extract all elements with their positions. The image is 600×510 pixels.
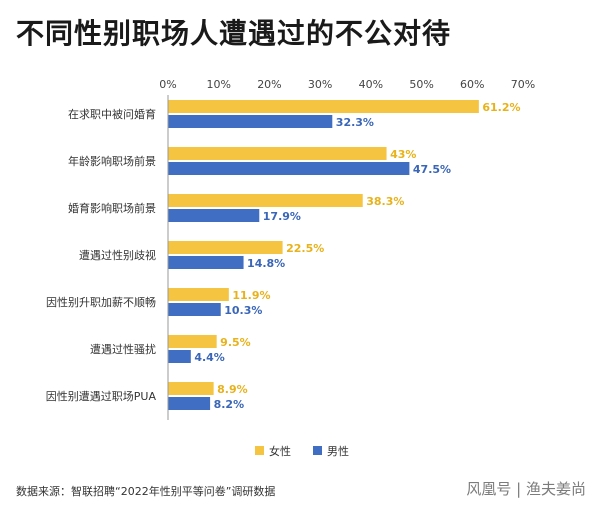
data-label-female: 8.9% (217, 383, 248, 396)
data-label-male: 14.8% (247, 257, 285, 270)
legend-swatch-female (255, 446, 264, 455)
bar-male (168, 303, 221, 316)
category-label: 遭遇过性骚扰 (90, 342, 156, 356)
x-tick-label: 0% (159, 78, 176, 91)
bar-male (168, 209, 260, 222)
data-label-female: 11.9% (232, 289, 270, 302)
x-tick-label: 50% (409, 78, 433, 91)
category-label: 年龄影响职场前景 (68, 154, 156, 168)
bar-female (168, 147, 387, 160)
legend-label-male: 男性 (327, 444, 349, 458)
legend-swatch-male (313, 446, 322, 455)
data-label-female: 43% (390, 148, 416, 161)
data-label-male: 8.2% (214, 398, 245, 411)
data-label-male: 32.3% (336, 116, 374, 129)
category-label: 因性别升职加薪不顺畅 (46, 295, 156, 309)
data-label-female: 22.5% (286, 242, 324, 255)
data-label-female: 9.5% (220, 336, 251, 349)
x-tick-label: 40% (359, 78, 383, 91)
data-label-male: 47.5% (413, 163, 451, 176)
chart-title: 不同性别职场人遭遇过的不公对待 (16, 17, 452, 50)
bar-male (168, 162, 410, 175)
x-tick-label: 60% (460, 78, 484, 91)
category-label: 遭遇过性别歧视 (79, 248, 156, 262)
bar-male (168, 397, 211, 410)
data-label-male: 4.4% (194, 351, 225, 364)
data-label-female: 38.3% (366, 195, 404, 208)
x-tick-label: 20% (257, 78, 281, 91)
data-label-male: 10.3% (224, 304, 262, 317)
category-label: 婚育影响职场前景 (68, 201, 156, 215)
x-tick-label: 10% (206, 78, 230, 91)
bar-female (168, 100, 479, 113)
data-source-note: 数据来源：智联招聘“2022年性别平等问卷”调研数据 (16, 485, 276, 498)
watermark: 风凰号 | 渔夫姜尚 (466, 480, 586, 498)
data-label-female: 61.2% (482, 101, 520, 114)
bar-female (168, 382, 214, 395)
bar-male (168, 350, 191, 363)
x-tick-label: 70% (511, 78, 535, 91)
bar-female (168, 288, 229, 301)
bar-female (168, 335, 217, 348)
bar-male (168, 256, 244, 269)
x-tick-label: 30% (308, 78, 332, 91)
bar-female (168, 194, 363, 207)
bar-male (168, 115, 333, 128)
data-label-male: 17.9% (263, 210, 301, 223)
bar-female (168, 241, 283, 254)
legend-label-female: 女性 (269, 444, 291, 458)
category-label: 因性别遭遇过职场PUA (46, 389, 157, 403)
category-label: 在求职中被问婚育 (68, 107, 156, 121)
